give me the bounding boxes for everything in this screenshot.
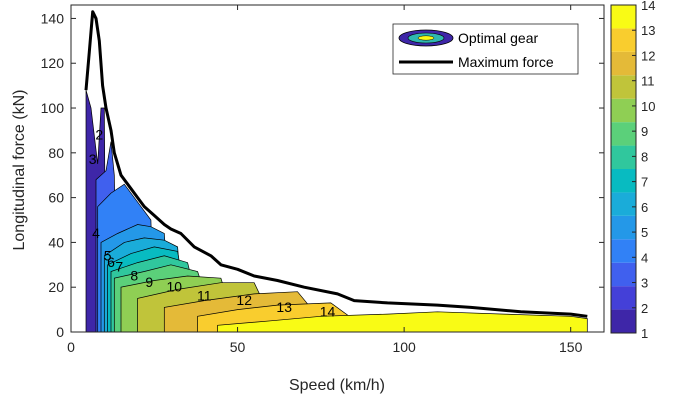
- contour-region-level-14: [217, 311, 588, 332]
- legend: Optimal gear Maximum force: [392, 23, 579, 75]
- legend-label-maximum-force: Maximum force: [458, 54, 554, 70]
- contour-label: 10: [167, 279, 183, 295]
- y-axis-ticks: 0 20 40 60 80 100 120 140: [41, 10, 604, 340]
- contour-label-group: 2 3 456 78 9 10 11 12 13 14: [89, 126, 336, 319]
- maximum-force-line: [84, 10, 588, 318]
- colorbar-tick-label: 13: [641, 23, 655, 38]
- x-tick-label: 0: [67, 339, 75, 355]
- contour-fill-group: [85, 90, 588, 332]
- colorbar-tick-label: 2: [641, 301, 648, 316]
- contour-swatch-icon: [398, 29, 454, 47]
- colorbar-tick-label: 9: [641, 124, 648, 139]
- contour-label: 5: [104, 247, 112, 263]
- colorbar-band: [611, 192, 636, 216]
- colorbar-band: [611, 145, 636, 169]
- colorbar-band: [611, 28, 636, 52]
- colorbar-tick-label: 11: [641, 74, 655, 89]
- x-axis-ticks: 0 50 100 150: [67, 5, 583, 355]
- colorbar-border: [610, 4, 637, 334]
- contour-label: 6: [107, 254, 115, 270]
- x-axis-label: Speed (km/h): [289, 377, 385, 394]
- y-tick-label: 40: [48, 234, 64, 250]
- colorbar-tick-label: 5: [641, 225, 648, 240]
- colorbar-bands: [611, 5, 636, 333]
- contour-label: 9: [145, 274, 153, 290]
- colorbar-tick-label: 6: [641, 200, 648, 215]
- y-tick-label: 100: [41, 100, 65, 116]
- contour-label: 11: [197, 288, 212, 304]
- x-tick-label: 100: [392, 339, 416, 355]
- legend-item-maximum-force: Maximum force: [399, 54, 554, 70]
- y-tick-label: 60: [48, 190, 64, 206]
- contour-label: 3: [89, 151, 97, 167]
- colorbar-tick-label: 14: [641, 0, 655, 13]
- colorbar-tick-label: 8: [641, 149, 648, 164]
- colorbar-tick-label: 12: [641, 48, 655, 63]
- colorbar-band: [611, 286, 636, 310]
- colorbar-tick-label: 7: [641, 175, 648, 190]
- colorbar-band: [611, 122, 636, 146]
- y-axis-label: Longitudinal force (kN): [11, 90, 28, 251]
- contour-label: 14: [320, 303, 336, 319]
- colorbar-tick-label: 10: [641, 99, 655, 114]
- colorbar-band: [611, 98, 636, 123]
- y-tick-label: 80: [48, 145, 64, 161]
- colorbar-tick-label: 1: [641, 326, 648, 341]
- legend-label-optimal-gear: Optimal gear: [458, 30, 538, 46]
- colorbar-tick-label: 3: [641, 276, 648, 291]
- plot-area: 2 3 456 78 9 10 11 12 13 14 0 50 100 150 0 20 40 60 80 10…: [41, 4, 605, 355]
- maximum-force-line-group: [84, 10, 588, 318]
- colorbar-band: [611, 169, 636, 193]
- colorbar-tick-label: 4: [641, 250, 648, 265]
- contour-label: 13: [276, 299, 292, 315]
- y-tick-label: 140: [41, 10, 65, 26]
- y-tick-label: 120: [41, 55, 65, 71]
- colorbar-band: [611, 239, 636, 263]
- colorbar-band: [611, 262, 636, 287]
- y-tick-label: 0: [56, 324, 64, 340]
- contour-label: 12: [236, 292, 252, 308]
- legend-item-optimal-gear: Optimal gear: [398, 29, 538, 47]
- axes-box: [70, 4, 605, 333]
- y-tick-label: 20: [48, 279, 64, 295]
- colorbar-band: [611, 75, 636, 99]
- contour-label: 4: [92, 225, 100, 241]
- contour-label: 7: [115, 259, 123, 275]
- contour-label: 2: [95, 126, 103, 142]
- colorbar-band: [611, 51, 636, 76]
- colorbar-band: [611, 309, 636, 333]
- x-tick-label: 150: [559, 339, 583, 355]
- colorbar-band: [611, 215, 636, 240]
- contour-label: 8: [130, 268, 138, 284]
- x-tick-label: 50: [230, 339, 246, 355]
- colorbar-band: [611, 5, 636, 29]
